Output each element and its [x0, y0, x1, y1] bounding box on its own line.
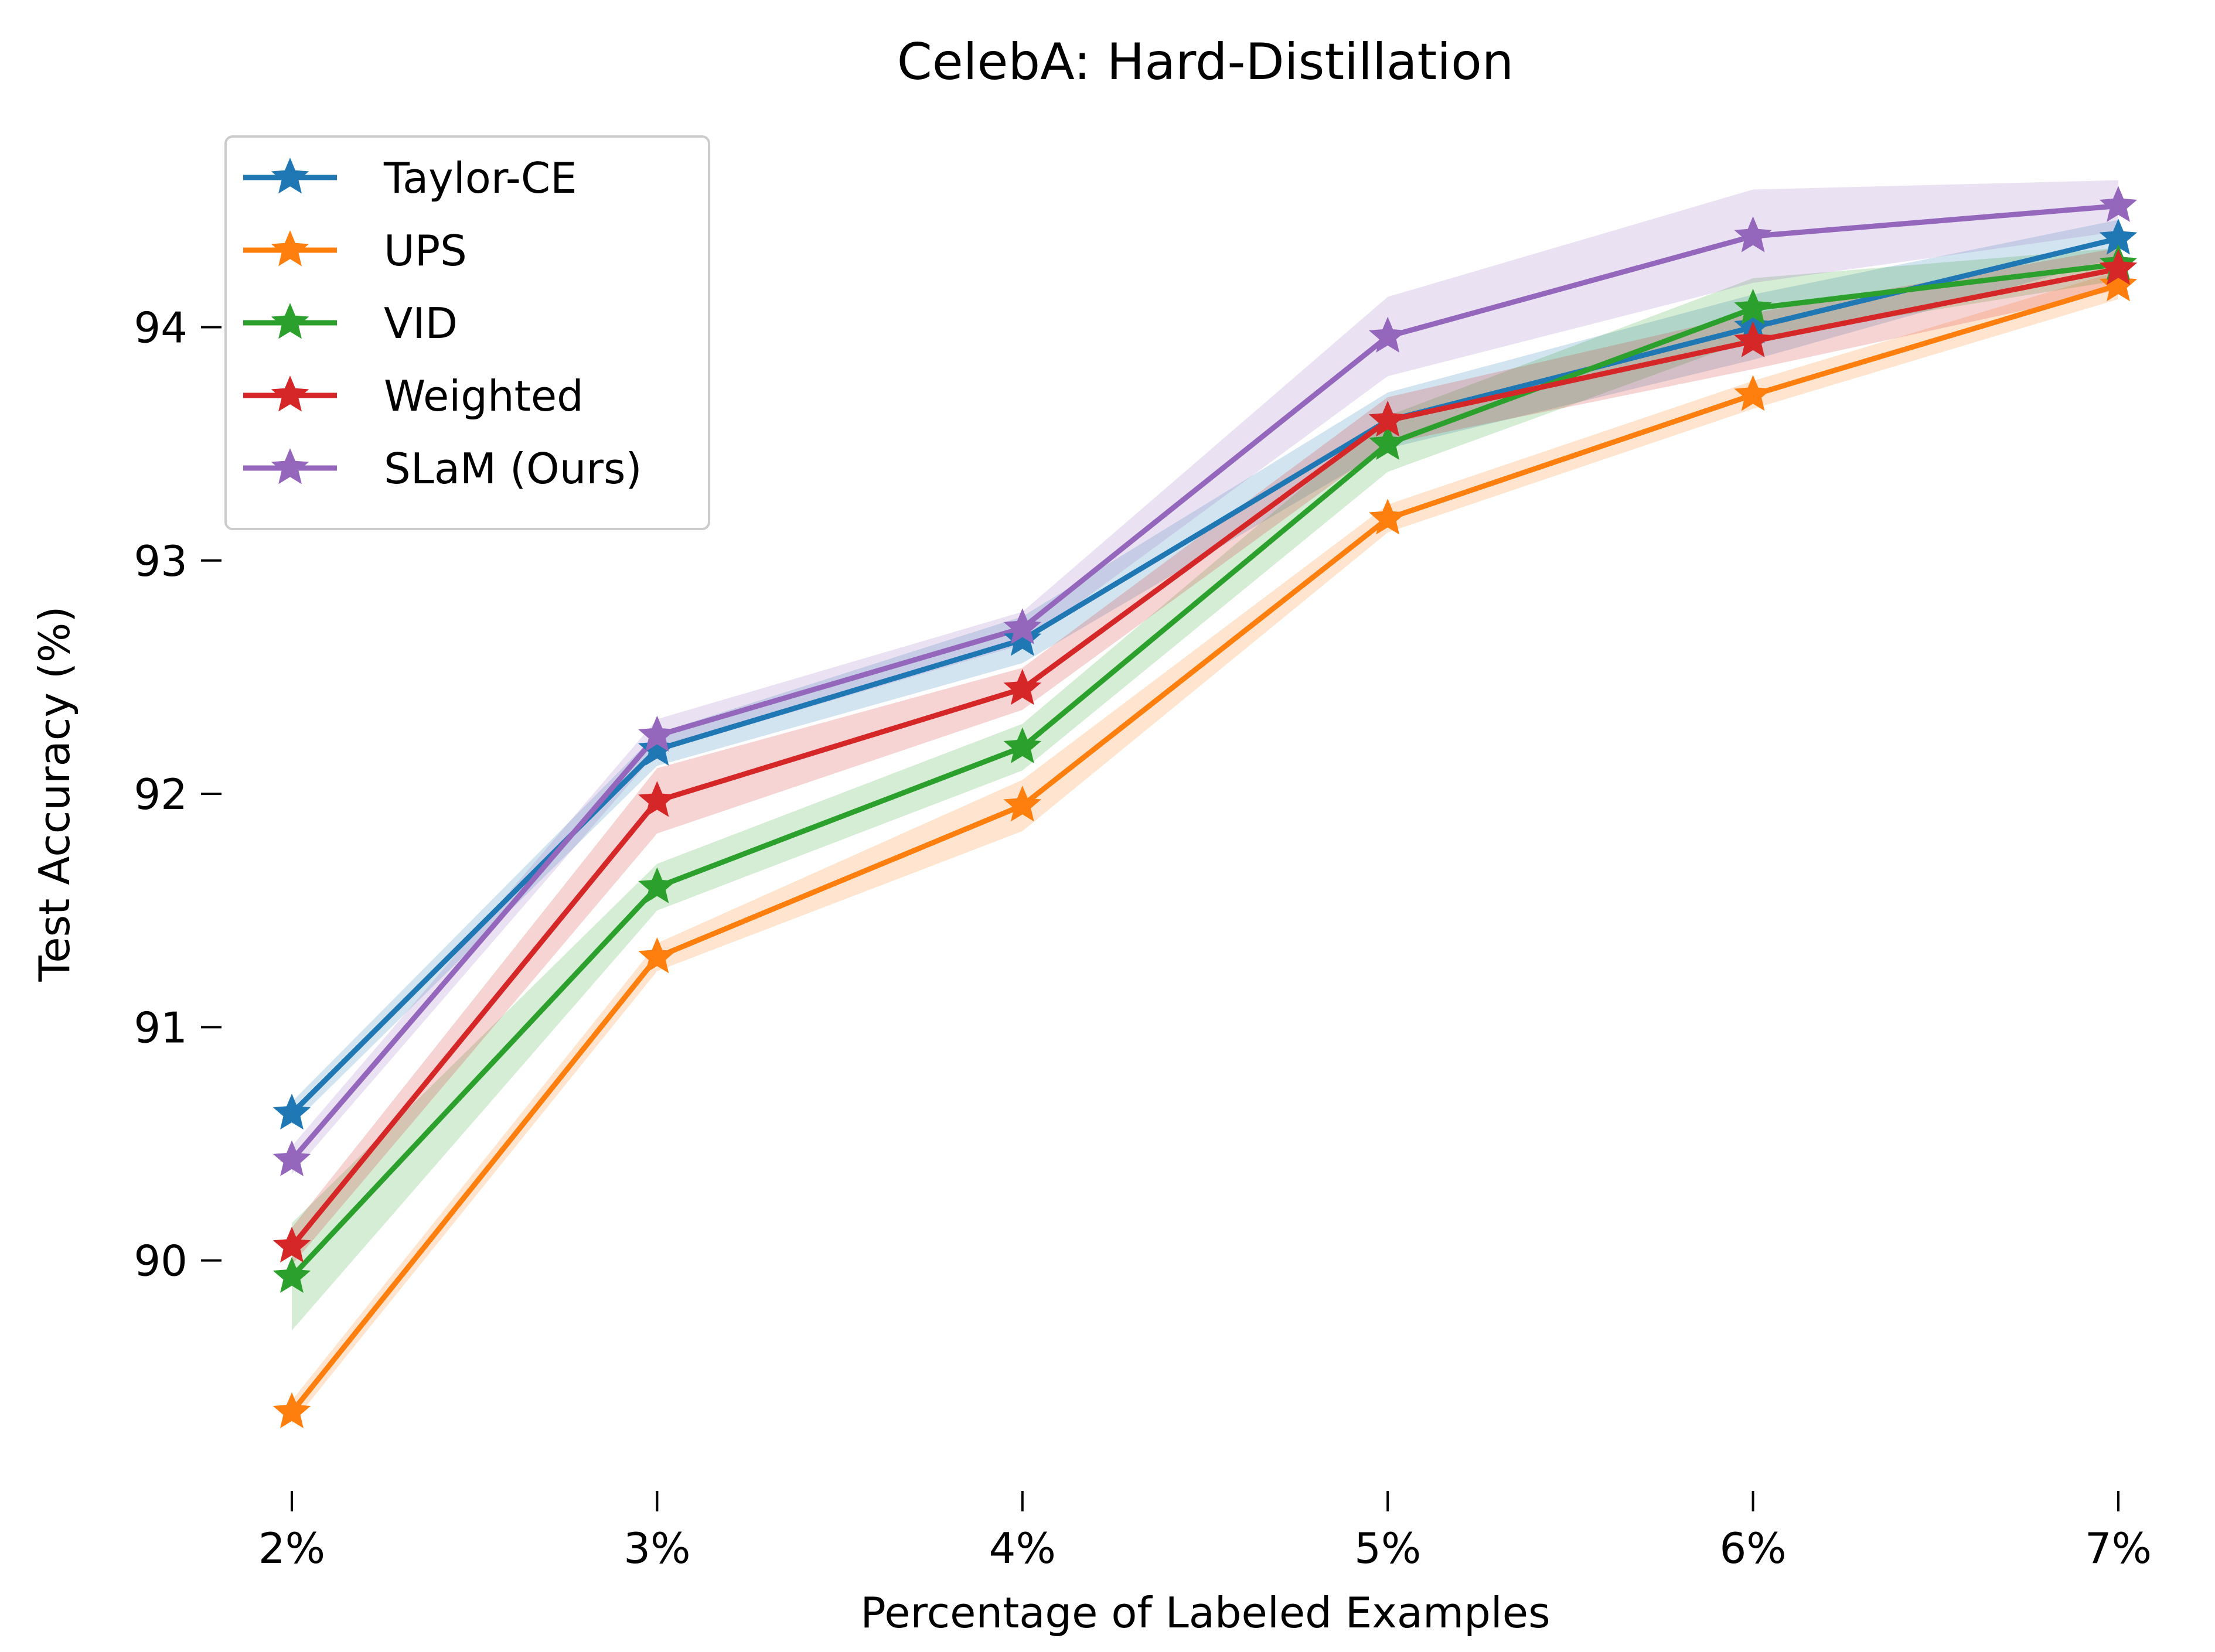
x-tick-label-4: 6%: [1719, 1524, 1786, 1573]
series-line-4: [289, 203, 2119, 1162]
legend-label-1: UPS: [384, 226, 467, 275]
legend-label-4: SLaM (Ours): [384, 444, 642, 493]
data-point-2-0: [272, 1257, 311, 1293]
series-lines: [289, 203, 2119, 1414]
legend-label-0: Taylor-CE: [383, 153, 577, 203]
series-line-2: [289, 261, 2119, 1279]
data-point-2-3: [1368, 424, 1407, 460]
data-point-3-3: [1368, 400, 1407, 437]
legend-label-2: VID: [384, 299, 458, 348]
y-axis-label: Test Accuracy (%): [30, 606, 79, 982]
y-tick-label-4: 94: [134, 303, 188, 353]
data-point-4-0: [272, 1140, 311, 1176]
data-point-2-4: [1734, 288, 1772, 325]
x-tick-label-1: 3%: [623, 1524, 690, 1573]
data-point-0-2: [1003, 620, 1042, 656]
data-point-2-2: [1003, 727, 1042, 763]
x-tick-label-5: 7%: [2085, 1524, 2152, 1573]
legend-box: [224, 135, 710, 530]
data-point-1-2: [1003, 786, 1042, 822]
legend: Taylor-CE UPS VID Weighted SLaM (Ours): [224, 135, 710, 530]
data-point-4-3: [1368, 316, 1407, 353]
y-axis: 90 91 92 93 94: [134, 303, 221, 1286]
legend-marker-4: [271, 448, 309, 484]
legend-label-3: Weighted: [384, 371, 584, 421]
x-tick-label-2: 4%: [989, 1524, 1056, 1573]
y-tick-label-1: 91: [134, 1003, 188, 1052]
data-point-1-1: [638, 937, 676, 974]
data-point-4-5: [2099, 186, 2138, 222]
series-markers: [272, 186, 2138, 1428]
y-tick-label-0: 90: [134, 1237, 188, 1286]
data-point-1-4: [1734, 375, 1772, 411]
legend-marker-3: [271, 376, 309, 412]
legend-marker-0: [271, 158, 309, 194]
data-point-3-0: [272, 1226, 311, 1263]
x-axis: 2% 3% 4% 5% 6% 7%: [258, 1491, 2152, 1573]
data-point-3-4: [1734, 321, 1772, 357]
data-point-3-2: [1003, 668, 1042, 705]
x-tick-label-3: 5%: [1354, 1524, 1421, 1573]
data-point-3-1: [638, 781, 676, 817]
chart-title: CelebA: Hard-Distillation: [897, 33, 1514, 91]
y-tick-label-2: 92: [134, 770, 188, 819]
data-point-0-1: [638, 729, 676, 766]
series-line-1: [289, 282, 2119, 1414]
legend-marker-1: [271, 230, 309, 267]
data-point-4-4: [1734, 216, 1772, 252]
series-line-3: [289, 266, 2119, 1248]
x-tick-label-0: 2%: [258, 1524, 325, 1573]
data-point-1-3: [1368, 499, 1407, 535]
data-point-3-5: [2099, 249, 2138, 285]
x-axis-label: Percentage of Labeled Examples: [860, 1588, 1550, 1637]
y-tick-label-3: 93: [134, 537, 188, 586]
data-point-0-0: [272, 1093, 311, 1130]
legend-marker-2: [271, 303, 309, 339]
data-point-1-5: [2099, 265, 2138, 302]
data-point-4-1: [638, 715, 676, 752]
data-point-1-0: [272, 1392, 311, 1428]
data-point-2-1: [638, 867, 676, 903]
data-point-4-2: [1003, 608, 1042, 644]
